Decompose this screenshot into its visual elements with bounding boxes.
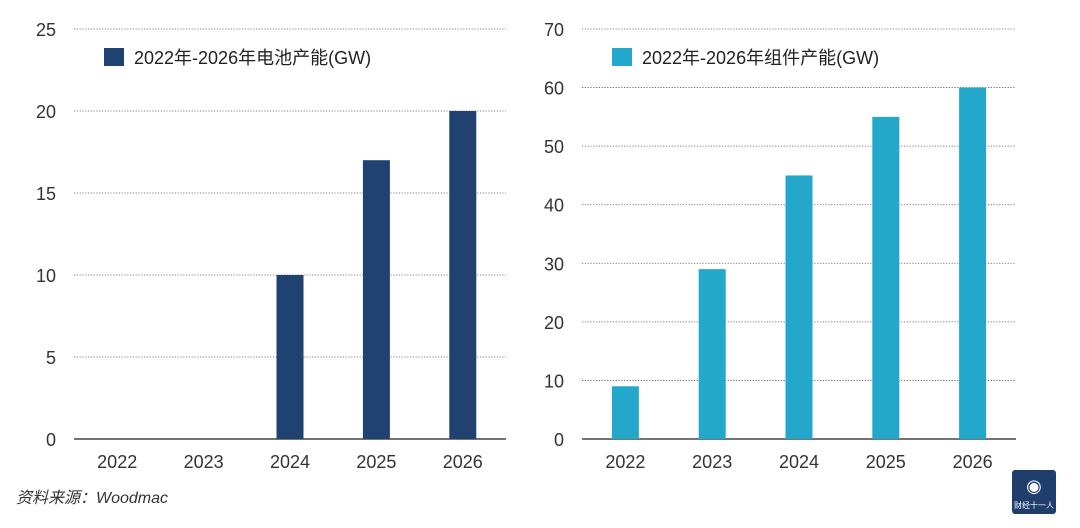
y-tick-label: 5 [46,348,56,368]
y-tick-label: 15 [36,184,56,204]
legend-label: 2022年-2026年电池产能(GW) [134,48,371,68]
bar-2024 [276,275,304,439]
x-tick-label: 2025 [356,452,396,472]
x-tick-label: 2025 [866,452,906,472]
bar-2025 [362,160,390,439]
y-tick-label: 60 [544,79,564,99]
bar-2025 [872,116,900,439]
bar-2026 [959,87,987,440]
x-tick-label: 2024 [270,452,310,472]
legend-swatch [612,48,632,66]
bar-2026 [449,111,477,439]
y-tick-label: 10 [36,266,56,286]
source-note: 资料来源：Woodmac [16,490,169,507]
x-tick-label: 2023 [184,452,224,472]
bar-2023 [698,269,726,439]
x-tick-label: 2024 [779,452,819,472]
y-tick-label: 70 [544,20,564,40]
bar-2024 [785,175,813,439]
x-tick-label: 2022 [605,452,645,472]
x-tick-label: 2026 [443,452,483,472]
brand-logo: ◉ 财经十一人 [1012,470,1056,514]
y-tick-label: 20 [544,313,564,333]
y-tick-label: 20 [36,102,56,122]
bar-2022 [611,386,639,439]
y-tick-label: 25 [36,20,56,40]
y-tick-label: 40 [544,196,564,216]
y-tick-label: 0 [46,430,56,450]
brand-logo-text: 财经十一人 [1014,501,1054,510]
y-tick-label: 30 [544,254,564,274]
y-tick-label: 0 [554,430,564,450]
globe-icon: ◉ [1026,476,1042,496]
x-tick-label: 2022 [97,452,137,472]
y-tick-label: 50 [544,137,564,157]
legend-label: 2022年-2026年组件产能(GW) [642,48,879,68]
x-tick-label: 2026 [953,452,993,472]
y-tick-label: 10 [544,371,564,391]
x-tick-label: 2023 [692,452,732,472]
chart-2: 0 10 20 30 40 50 60 70 2022 2023 2024 2025 2026 2022年… [544,20,1016,472]
legend-swatch [104,48,124,66]
